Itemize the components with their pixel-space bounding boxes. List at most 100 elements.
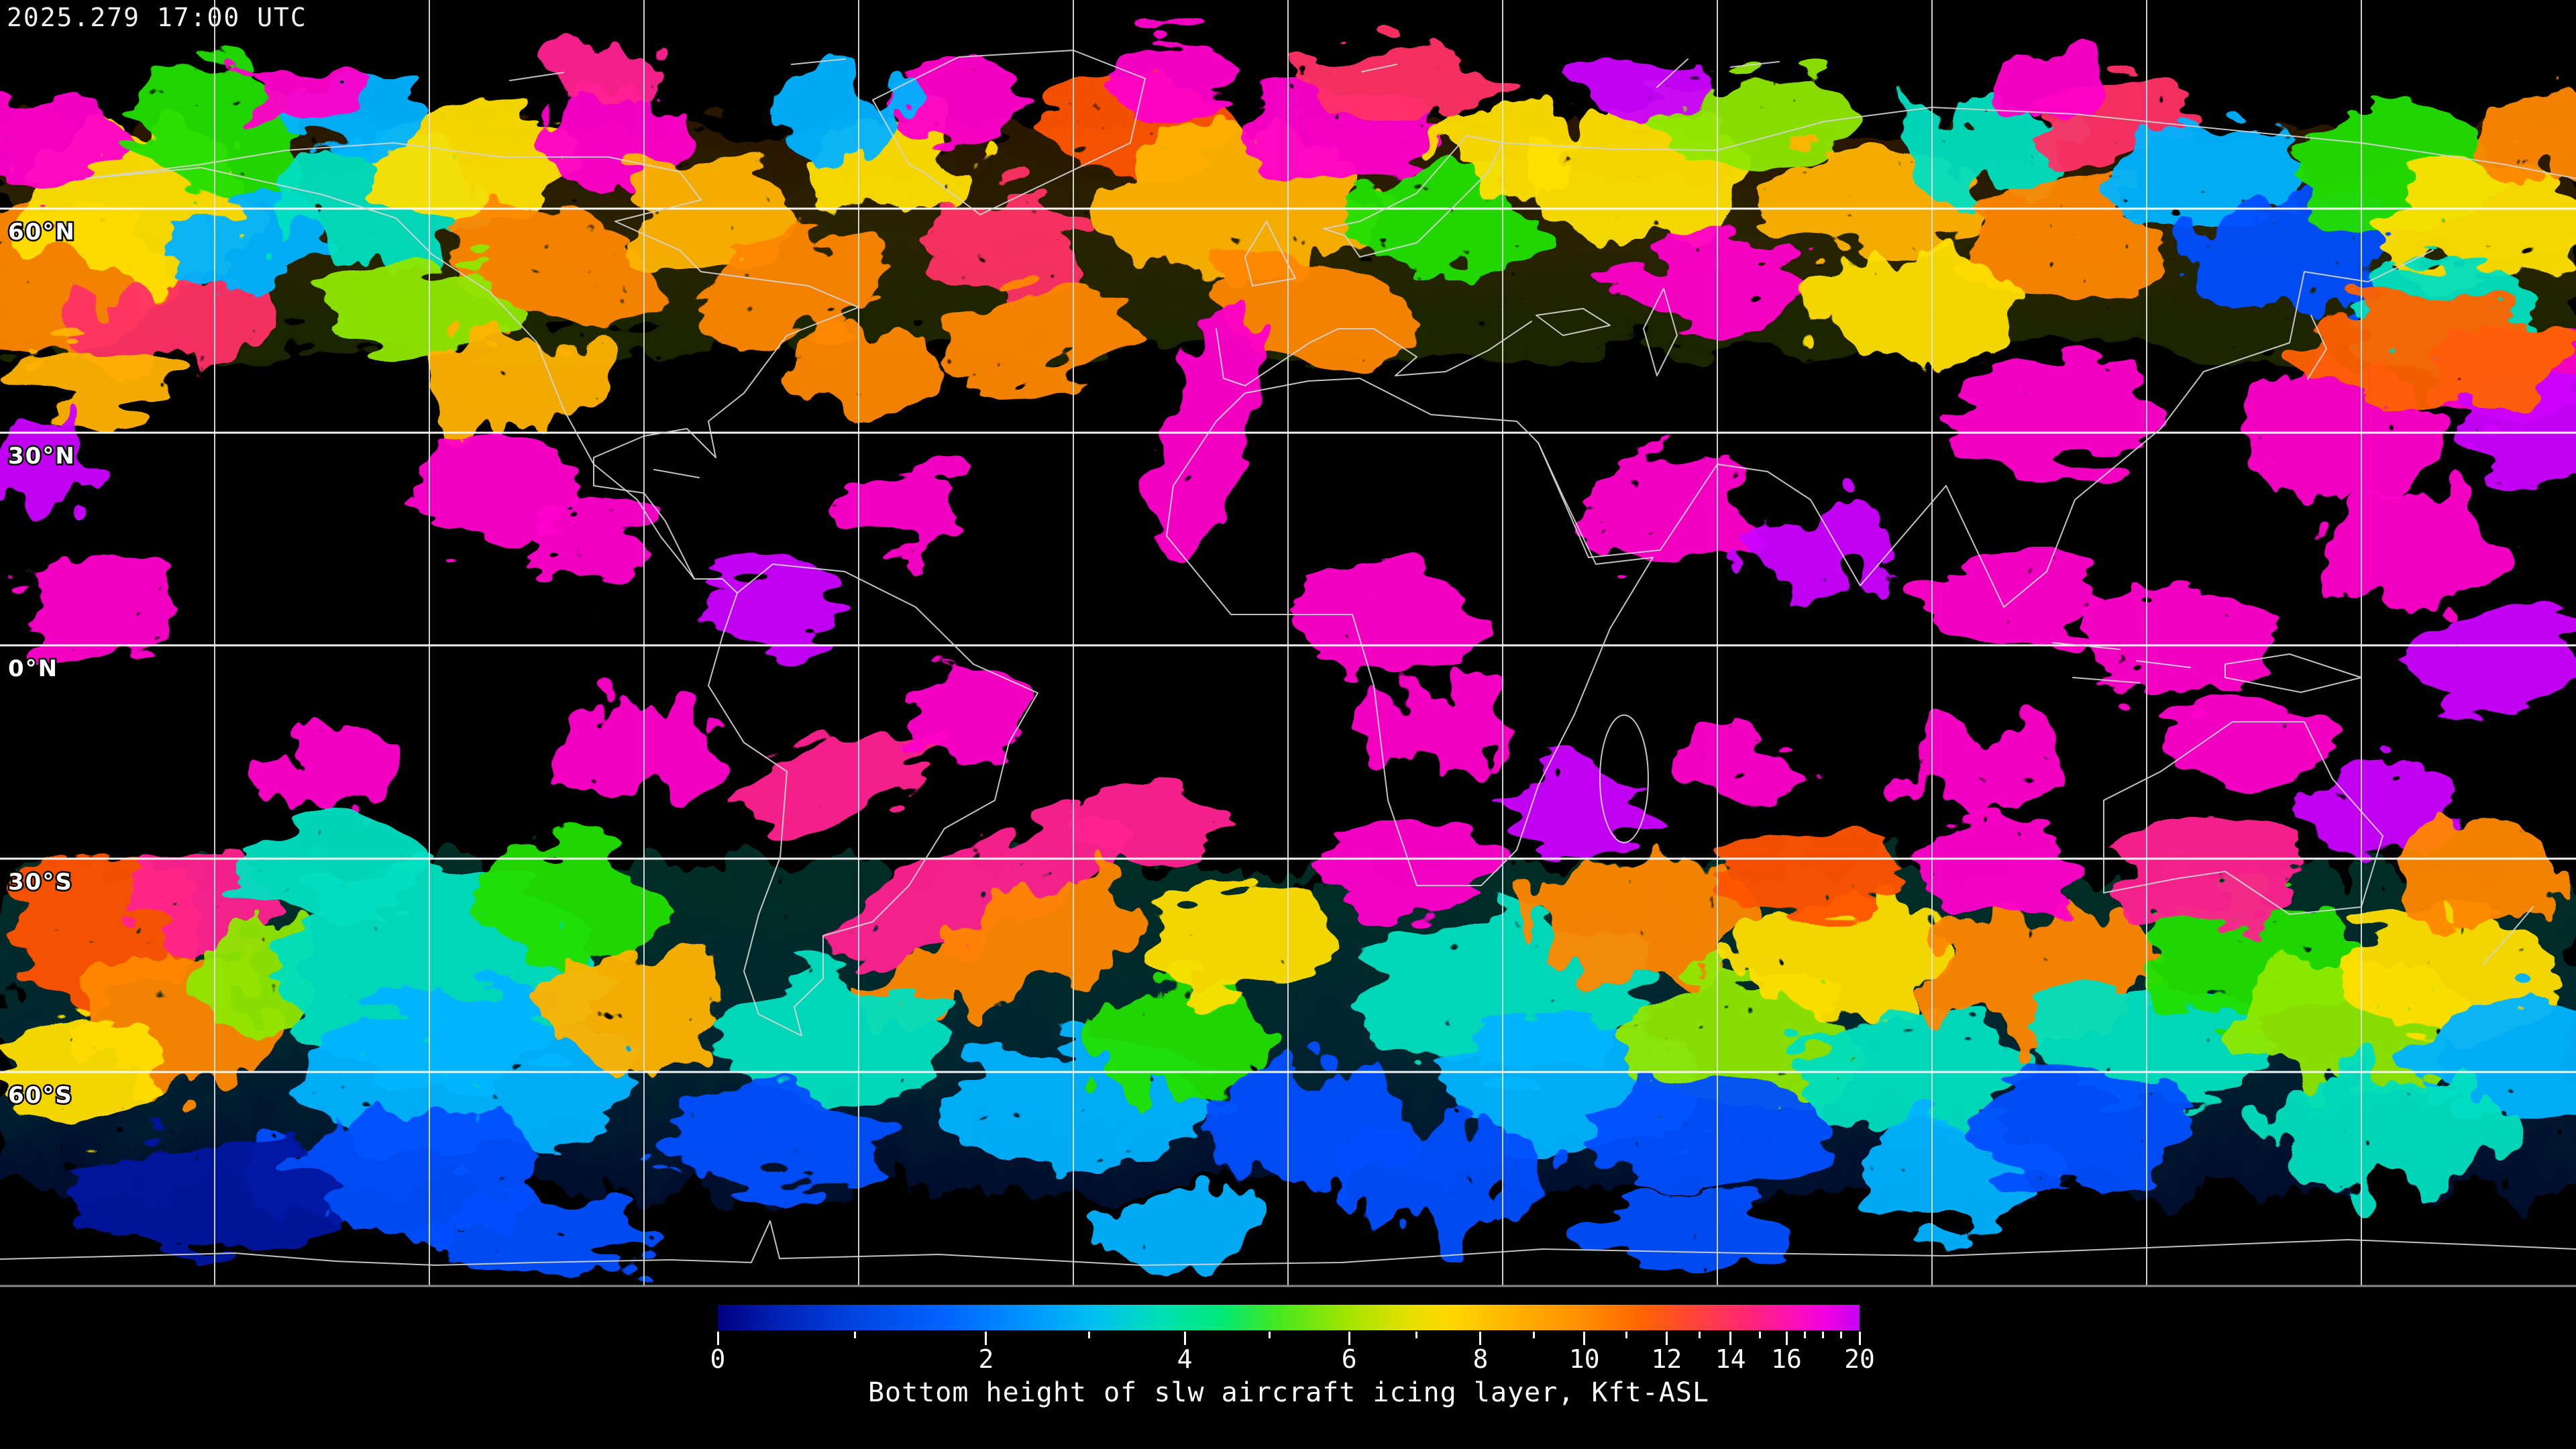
colorbar-major-tick	[985, 1332, 987, 1345]
icing-patch	[248, 818, 423, 926]
colorbar-tick-label: 16	[1771, 1344, 1802, 1374]
colorbar-gradient	[718, 1305, 1860, 1330]
colorbar-major-tick	[1479, 1332, 1482, 1345]
coastline	[85, 142, 859, 594]
coastline	[1502, 107, 2576, 179]
icing-patch	[1328, 1120, 1556, 1228]
icing-patch	[1966, 1067, 2194, 1187]
latitude-label: 0°N	[8, 655, 58, 682]
icing-patch	[1576, 456, 1751, 564]
icing-patch	[1073, 979, 1275, 1100]
icing-patch	[1724, 825, 1898, 919]
icing-patch	[476, 845, 664, 966]
icing-patch	[557, 704, 718, 798]
icing-patch	[1952, 356, 2153, 476]
icing-patch	[1617, 241, 1805, 335]
icing-patch	[550, 946, 724, 1067]
icing-patch	[67, 1140, 335, 1248]
colorbar-minor-tick	[1840, 1332, 1843, 1338]
icing-patch	[1898, 724, 2059, 818]
icing-patch	[1919, 825, 2080, 919]
icing-patch	[906, 671, 1040, 751]
icing-patch	[2086, 590, 2274, 698]
icing-patch	[0, 423, 101, 517]
coastline	[1643, 288, 1678, 376]
icing-patch	[1737, 503, 1885, 597]
colorbar-minor-tick	[1415, 1332, 1418, 1338]
colorbar-major-tick	[1583, 1332, 1586, 1345]
colorbar-title: Bottom height of slw aircraft icing laye…	[867, 1377, 1710, 1408]
icing-patch	[268, 731, 402, 812]
icing-patch	[2160, 691, 2334, 785]
colorbar-major-tick	[1348, 1332, 1350, 1345]
icing-patch	[743, 727, 934, 830]
icing-patch	[1583, 54, 1704, 121]
latitude-labels-layer: 60°N 30°N 0°N 30°S 60°S	[7, 217, 76, 1111]
icing-patch	[423, 322, 597, 429]
coastline	[1323, 135, 1503, 258]
icing-patch	[1563, 1201, 1791, 1268]
colorbar-tick-label: 14	[1715, 1344, 1746, 1374]
icing-patch	[295, 993, 644, 1154]
coastline	[0, 1220, 2576, 1266]
coastlines-layer	[0, 50, 2576, 1266]
icing-patch	[413, 433, 574, 553]
icing-patch	[0, 1013, 161, 1134]
icing-patch	[1925, 550, 2100, 657]
colorbar-minor-tick	[1087, 1332, 1090, 1338]
coastline	[1538, 250, 2434, 608]
icing-patch	[2120, 818, 2308, 926]
colorbar-major-tick	[1183, 1332, 1186, 1345]
coastline	[1216, 321, 1532, 386]
icing-patch	[2308, 758, 2455, 852]
icing-patch	[1677, 731, 1811, 812]
icing-patch	[1355, 678, 1529, 771]
icing-patch	[1067, 1194, 1281, 1261]
icing-patch	[1288, 564, 1476, 671]
icing-patch	[1503, 765, 1650, 845]
icing-patch	[530, 510, 651, 590]
colorbar-minor-tick	[1803, 1332, 1806, 1338]
colorbar-major-tick	[1858, 1332, 1861, 1345]
icing-patch	[664, 1087, 879, 1194]
icing-patch	[27, 550, 174, 657]
coastline	[872, 50, 1146, 215]
icing-patch	[926, 188, 1087, 295]
icing-patch	[1590, 1080, 1831, 1201]
icing-patch	[1147, 885, 1335, 993]
coastline	[653, 469, 700, 478]
icing-patch	[1811, 255, 2012, 362]
icing-patch	[2328, 490, 2502, 610]
icing-patch	[1308, 40, 1483, 121]
icing-patch	[1322, 818, 1496, 912]
icing-patch	[955, 284, 1125, 386]
coastline	[509, 58, 1780, 88]
timestamp: 2025.279 17:00 UTC	[7, 3, 307, 32]
icing-patch	[543, 47, 664, 114]
colorbar-minor-tick	[1759, 1332, 1762, 1338]
icing-patch	[2415, 604, 2576, 711]
icing-patch	[704, 564, 839, 644]
coastline	[1244, 221, 1296, 286]
colorbar-tick-label: 0	[710, 1344, 726, 1374]
icing-patch	[1536, 865, 1751, 986]
icing-patch	[1155, 299, 1260, 559]
colorbar-minor-tick	[1822, 1332, 1825, 1338]
icing-patch	[416, 1194, 657, 1275]
icing-patch	[241, 60, 362, 127]
coastline	[708, 564, 1038, 1036]
colorbar-minor-tick	[1625, 1332, 1628, 1338]
colorbar-major-tick	[716, 1332, 719, 1345]
icing-patch	[13, 335, 174, 416]
colorbar-minor-tick	[1268, 1332, 1271, 1338]
icing-patch	[792, 335, 953, 416]
icing-patch	[718, 973, 959, 1107]
icing-patch	[1966, 174, 2167, 295]
icing-patch	[1114, 40, 1234, 107]
icing-patch	[1657, 67, 1858, 174]
icing-patch	[2294, 288, 2563, 409]
icing-patch	[2194, 195, 2395, 315]
graticule-layer	[0, 0, 2576, 1287]
